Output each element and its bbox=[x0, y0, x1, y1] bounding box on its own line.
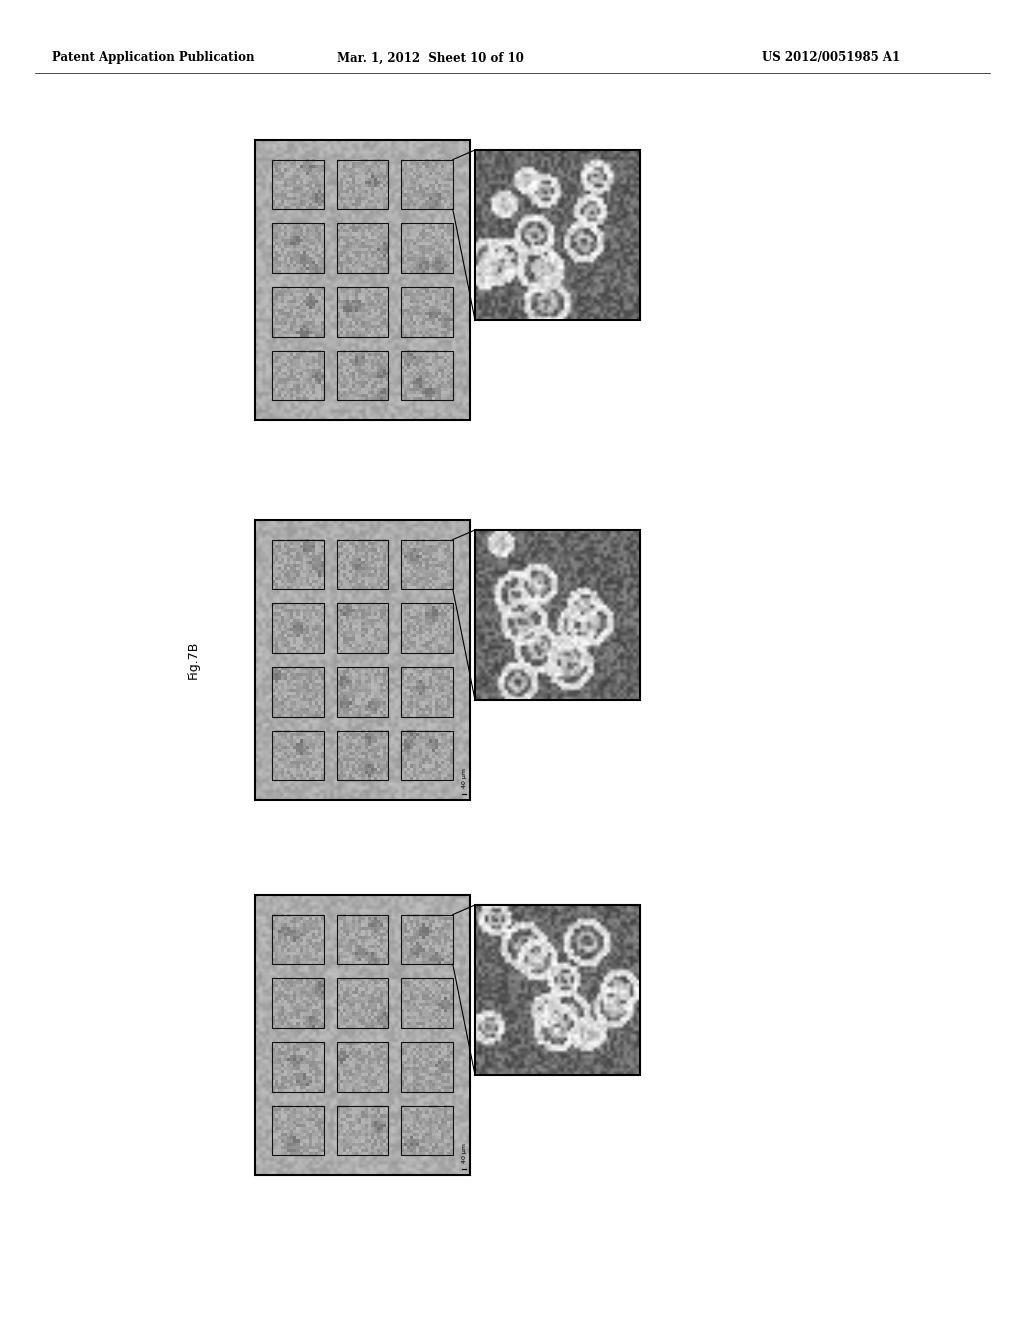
Text: Patent Application Publication: Patent Application Publication bbox=[52, 51, 255, 65]
Bar bbox=[337, 223, 388, 273]
Bar bbox=[337, 978, 388, 1028]
Bar bbox=[337, 160, 388, 210]
Text: 40 μm: 40 μm bbox=[462, 768, 467, 788]
Bar bbox=[401, 667, 453, 717]
Bar bbox=[272, 603, 324, 653]
Bar bbox=[401, 286, 453, 337]
Bar bbox=[272, 915, 324, 965]
Bar bbox=[401, 160, 453, 210]
Bar bbox=[475, 531, 640, 700]
Bar bbox=[272, 1106, 324, 1155]
Bar bbox=[272, 351, 324, 400]
Bar bbox=[401, 351, 453, 400]
Bar bbox=[255, 895, 470, 1175]
Bar bbox=[337, 915, 388, 965]
Bar bbox=[255, 140, 470, 420]
Bar bbox=[272, 731, 324, 780]
Bar bbox=[337, 603, 388, 653]
Bar bbox=[401, 540, 453, 589]
Bar bbox=[401, 223, 453, 273]
Text: US 2012/0051985 A1: US 2012/0051985 A1 bbox=[762, 51, 900, 65]
Bar bbox=[401, 731, 453, 780]
Bar bbox=[272, 978, 324, 1028]
Bar bbox=[401, 1041, 453, 1092]
Bar bbox=[272, 667, 324, 717]
Bar bbox=[272, 223, 324, 273]
Text: Fig.7B: Fig.7B bbox=[186, 640, 200, 680]
Bar bbox=[337, 1041, 388, 1092]
Bar bbox=[272, 540, 324, 589]
Bar bbox=[401, 978, 453, 1028]
Bar bbox=[401, 915, 453, 965]
Bar bbox=[272, 286, 324, 337]
Bar bbox=[401, 603, 453, 653]
Bar bbox=[255, 520, 470, 800]
Bar bbox=[272, 1041, 324, 1092]
Bar bbox=[337, 731, 388, 780]
Bar bbox=[475, 906, 640, 1074]
Bar bbox=[337, 667, 388, 717]
Bar bbox=[337, 286, 388, 337]
Bar bbox=[272, 160, 324, 210]
Text: 40 μm: 40 μm bbox=[462, 1143, 467, 1163]
Text: Mar. 1, 2012  Sheet 10 of 10: Mar. 1, 2012 Sheet 10 of 10 bbox=[337, 51, 523, 65]
Bar bbox=[337, 351, 388, 400]
Bar bbox=[337, 1106, 388, 1155]
Bar bbox=[337, 540, 388, 589]
Bar bbox=[401, 1106, 453, 1155]
Bar bbox=[475, 150, 640, 319]
